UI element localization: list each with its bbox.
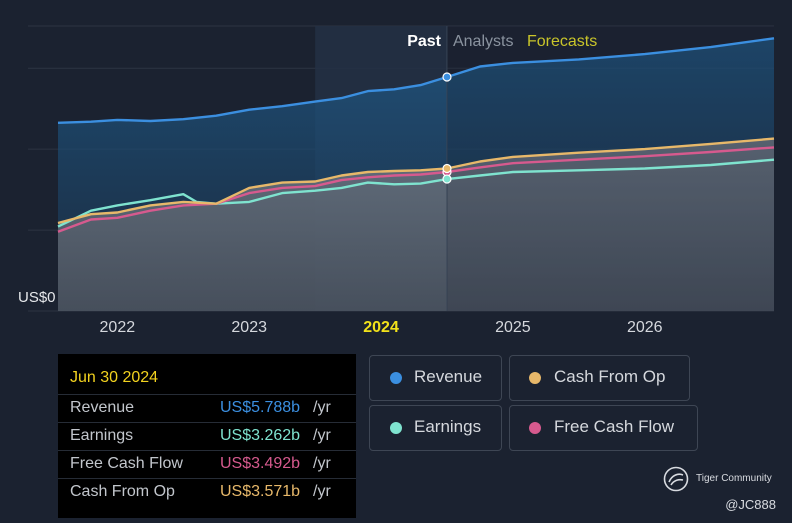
cash-flow-area (58, 138, 774, 311)
brand-name: Tiger Community (696, 473, 772, 484)
period-label-analysts: Analysts (453, 33, 513, 50)
area-chart: Past Analysts Forecasts US$0 2022 2023 2024 202… (18, 25, 775, 336)
tooltip-unit: /yr (313, 455, 331, 472)
tooltip-row-free-cash-flow: Free Cash Flow US$3.492b /yr (58, 450, 356, 479)
x-tick-label: 2024 (363, 319, 399, 336)
tooltip-label: Earnings (70, 427, 134, 444)
legend-revenue-button[interactable]: Revenue (369, 355, 502, 401)
tooltip-panel: Jun 30 2024 Revenue US$5.788b /yr Earnin… (58, 354, 356, 518)
author-handle: @JC888 (725, 497, 776, 512)
earnings-line (57, 158, 775, 228)
tooltip-label: Cash From Op (70, 483, 175, 500)
tiger-community-brand: Tiger Community (663, 466, 789, 492)
earnings-marker (442, 174, 452, 184)
cash-from-op-marker (442, 163, 452, 174)
period-label-past: Past (407, 33, 441, 50)
tooltip-value: US$5.788b (220, 399, 301, 416)
y-axis-label: US$0 (18, 289, 56, 306)
tooltip-unit: /yr (313, 483, 331, 500)
tooltip-label: Revenue (70, 399, 135, 416)
x-tick-label: 2026 (627, 319, 663, 336)
legend-cash-from-op-button[interactable]: Cash From Op (509, 355, 690, 401)
tooltip-unit: /yr (313, 399, 331, 416)
x-tick-label: 2023 (231, 319, 267, 336)
x-tick-label: 2022 (100, 319, 136, 336)
legend-label: Cash From Op (554, 367, 666, 386)
cash-from-op-dot-icon (529, 372, 541, 384)
free-cash-flow-dot-icon (529, 422, 541, 434)
free-cash-flow-line (57, 146, 775, 233)
period-label-forecasts: Forecasts (527, 33, 597, 50)
legend-free-cash-flow-button[interactable]: Free Cash Flow (509, 405, 698, 451)
legend-label: Revenue (414, 367, 483, 386)
tooltip-label: Free Cash Flow (70, 455, 183, 472)
earnings-dot-icon (390, 422, 402, 434)
tooltip-row-earnings: Earnings US$3.262b /yr (58, 422, 356, 451)
tooltip-value: US$3.571b (220, 483, 301, 500)
tooltip-unit: /yr (313, 427, 331, 444)
cash-from-op-line (57, 137, 775, 225)
tooltip-row-cash-from-op: Cash From Op US$3.571b /yr (58, 478, 356, 507)
tooltip-row-revenue: Revenue US$5.788b /yr (58, 394, 356, 423)
tooltip-value: US$3.262b (220, 427, 301, 444)
legend-label: Earnings (414, 417, 482, 436)
revenue-line (57, 37, 775, 124)
revenue-dot-icon (390, 372, 402, 384)
x-tick-label: 2025 (495, 319, 531, 336)
legend-earnings-button[interactable]: Earnings (369, 405, 502, 451)
revenue-marker (442, 72, 452, 82)
tooltip-date: Jun 30 2024 (70, 369, 159, 386)
legend-label: Free Cash Flow (554, 417, 674, 436)
tiger-community-logo-icon (663, 466, 689, 492)
tooltip-value: US$3.492b (220, 455, 301, 472)
